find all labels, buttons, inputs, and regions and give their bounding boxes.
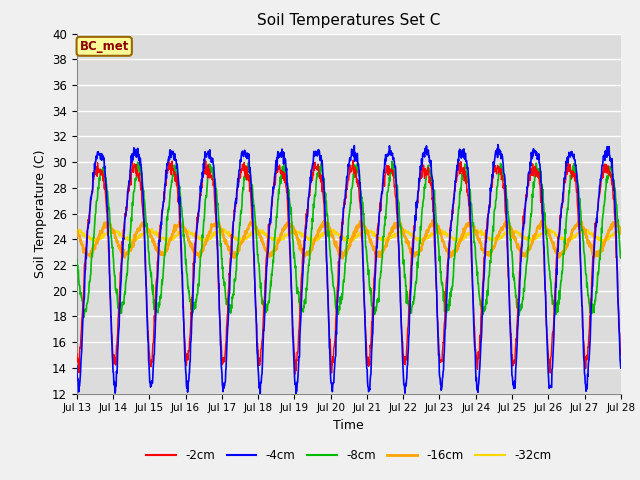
-16cm — [339, 256, 346, 262]
-32cm — [617, 229, 625, 235]
-8cm — [617, 255, 625, 261]
-32cm — [73, 227, 81, 233]
-2cm — [434, 320, 442, 326]
-2cm — [129, 157, 136, 163]
-8cm — [73, 257, 81, 263]
Line: -4cm: -4cm — [77, 144, 621, 397]
-4cm — [434, 316, 442, 322]
-4cm — [494, 142, 502, 147]
Line: -8cm: -8cm — [77, 161, 621, 317]
Line: -2cm: -2cm — [77, 160, 621, 374]
Line: -16cm: -16cm — [77, 220, 621, 259]
-4cm — [553, 272, 561, 277]
-4cm — [73, 363, 81, 369]
-16cm — [434, 227, 442, 232]
-16cm — [617, 231, 625, 237]
-2cm — [73, 351, 81, 357]
-2cm — [553, 252, 561, 258]
-16cm — [73, 228, 81, 233]
-4cm — [255, 373, 262, 379]
-16cm — [505, 225, 513, 230]
-2cm — [505, 283, 513, 288]
-32cm — [434, 228, 442, 234]
-2cm — [195, 210, 202, 216]
-16cm — [180, 228, 188, 234]
-4cm — [617, 365, 625, 371]
-8cm — [195, 281, 202, 287]
-8cm — [553, 305, 561, 311]
-4cm — [505, 287, 513, 293]
-8cm — [181, 243, 189, 249]
-32cm — [553, 233, 561, 239]
-2cm — [617, 352, 625, 358]
-32cm — [195, 236, 202, 242]
-4cm — [256, 395, 264, 400]
-32cm — [148, 226, 156, 232]
-2cm — [181, 339, 189, 345]
-4cm — [180, 343, 188, 349]
-32cm — [505, 230, 513, 236]
-8cm — [255, 261, 263, 267]
-4cm — [194, 219, 202, 225]
X-axis label: Time: Time — [333, 419, 364, 432]
-16cm — [553, 249, 561, 255]
-32cm — [237, 240, 244, 245]
-32cm — [181, 228, 189, 234]
Text: BC_met: BC_met — [79, 40, 129, 53]
-16cm — [429, 217, 436, 223]
-8cm — [80, 314, 88, 320]
-32cm — [255, 227, 263, 233]
Title: Soil Temperatures Set C: Soil Temperatures Set C — [257, 13, 440, 28]
Line: -32cm: -32cm — [77, 229, 621, 242]
-2cm — [291, 371, 299, 377]
Legend: -2cm, -4cm, -8cm, -16cm, -32cm: -2cm, -4cm, -8cm, -16cm, -32cm — [141, 444, 556, 467]
Y-axis label: Soil Temperature (C): Soil Temperature (C) — [33, 149, 47, 278]
-16cm — [194, 252, 202, 257]
-8cm — [434, 233, 442, 239]
-2cm — [255, 360, 263, 365]
-16cm — [255, 231, 262, 237]
-8cm — [505, 216, 513, 222]
-8cm — [388, 158, 396, 164]
